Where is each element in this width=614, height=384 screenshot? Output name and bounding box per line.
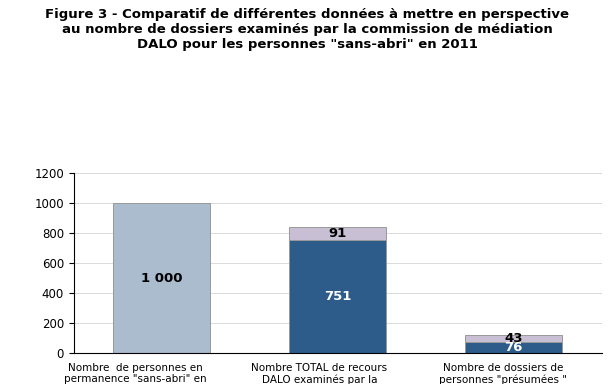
- Text: Nombre TOTAL de recours
DALO examinés par la
commission de médiation de
l'Isère : Nombre TOTAL de recours DALO examinés pa…: [244, 363, 395, 384]
- Bar: [465, 342, 562, 353]
- Bar: [113, 203, 210, 353]
- Bar: [289, 240, 386, 353]
- Text: 76: 76: [505, 341, 523, 354]
- Bar: [465, 335, 562, 342]
- Text: 91: 91: [328, 227, 347, 240]
- Text: 751: 751: [324, 290, 351, 303]
- Text: Nombre de dossiers de
personnes "présumées "
"sans abri"  examinés par la
commis: Nombre de dossiers de personnes "présumé…: [429, 363, 578, 384]
- Text: 1 000: 1 000: [141, 271, 182, 285]
- Text: 43: 43: [505, 332, 523, 345]
- Text: Nombre  de personnes en
permanence "sans-abri" en
Isère (~1000 estimation): Nombre de personnes en permanence "sans-…: [64, 363, 206, 384]
- Bar: [289, 227, 386, 240]
- Text: Figure 3 - Comparatif de différentes données à mettre en perspective
au nombre d: Figure 3 - Comparatif de différentes don…: [45, 8, 569, 51]
